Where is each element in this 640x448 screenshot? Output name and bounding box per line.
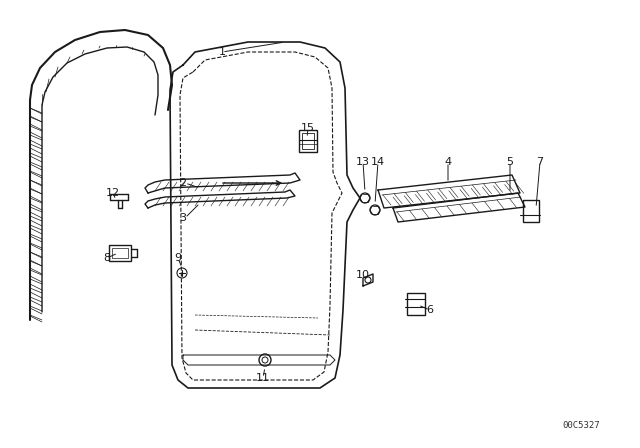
Bar: [112, 248, 128, 258]
Text: 13: 13: [356, 157, 370, 167]
Text: 4: 4: [444, 157, 452, 167]
Text: 2: 2: [179, 178, 187, 188]
Bar: [299, 130, 317, 152]
Bar: [302, 133, 314, 149]
Text: 11: 11: [256, 373, 270, 383]
Text: 15: 15: [301, 123, 315, 133]
Text: 12: 12: [106, 188, 120, 198]
Text: 9: 9: [175, 253, 182, 263]
Text: 00C5327: 00C5327: [563, 421, 600, 430]
Text: 7: 7: [536, 157, 543, 167]
Text: 6: 6: [426, 305, 433, 315]
Text: 5: 5: [506, 157, 513, 167]
Bar: [109, 245, 131, 261]
Text: 10: 10: [356, 270, 370, 280]
Bar: [523, 200, 539, 222]
Text: 1: 1: [218, 47, 225, 57]
Text: 8: 8: [104, 253, 111, 263]
Bar: [407, 293, 425, 315]
Text: 3: 3: [179, 213, 186, 223]
Text: 14: 14: [371, 157, 385, 167]
